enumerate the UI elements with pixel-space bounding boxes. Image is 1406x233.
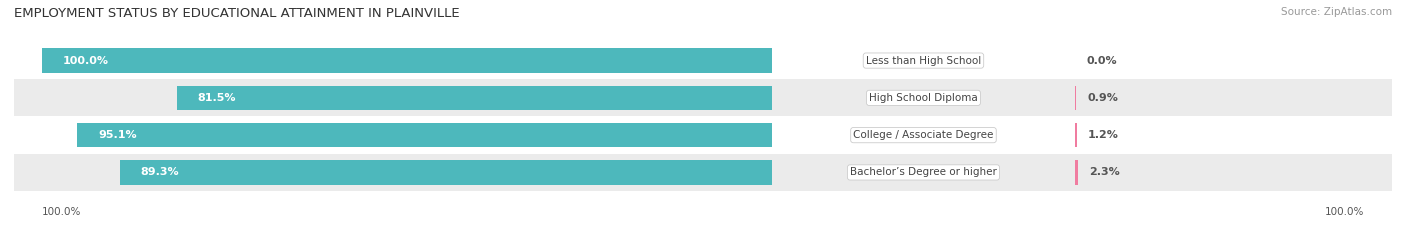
Bar (120, 160, 772, 185)
Text: College / Associate Degree: College / Associate Degree (853, 130, 994, 140)
Text: 100.0%: 100.0% (42, 207, 82, 217)
Text: 100.0%: 100.0% (1324, 207, 1364, 217)
Text: 81.5%: 81.5% (197, 93, 236, 103)
Text: 100.0%: 100.0% (62, 56, 108, 65)
Bar (14, 79, 1392, 116)
Bar (77, 123, 772, 147)
Text: 2.3%: 2.3% (1088, 168, 1119, 177)
Text: 0.0%: 0.0% (1085, 56, 1116, 65)
Bar (177, 86, 772, 110)
Bar (14, 42, 1392, 79)
Text: 1.2%: 1.2% (1087, 130, 1118, 140)
Text: 89.3%: 89.3% (141, 168, 179, 177)
Bar (14, 154, 1392, 191)
Text: EMPLOYMENT STATUS BY EDUCATIONAL ATTAINMENT IN PLAINVILLE: EMPLOYMENT STATUS BY EDUCATIONAL ATTAINM… (14, 7, 460, 20)
Text: 0.9%: 0.9% (1087, 93, 1118, 103)
Text: Source: ZipAtlas.com: Source: ZipAtlas.com (1281, 7, 1392, 17)
Text: Bachelor’s Degree or higher: Bachelor’s Degree or higher (851, 168, 997, 177)
Text: High School Diploma: High School Diploma (869, 93, 977, 103)
Bar (1076, 160, 1078, 185)
Bar (14, 116, 1392, 154)
Bar (1076, 123, 1077, 147)
Text: Less than High School: Less than High School (866, 56, 981, 65)
Bar (42, 48, 772, 73)
Text: 95.1%: 95.1% (98, 130, 136, 140)
